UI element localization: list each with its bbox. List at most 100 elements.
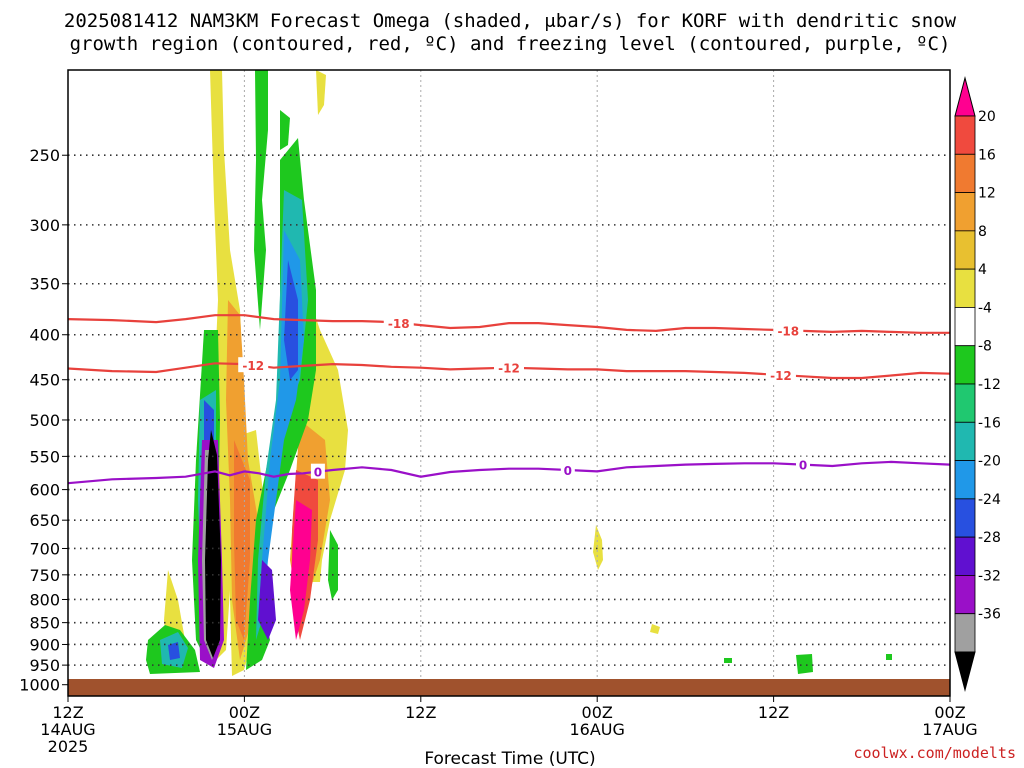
contour-label-bg — [310, 463, 325, 479]
colorbar-segment — [954, 498, 976, 538]
contour-label-bg — [494, 359, 524, 375]
colorbar-segment — [954, 307, 976, 347]
contour-line-0 — [67, 460, 951, 485]
contour-label--18: -18 — [777, 324, 799, 338]
title-line-1: 2025081412 NAM3KM Forecast Omega (shaded… — [64, 10, 957, 32]
colorbar-tick-label: -12 — [978, 377, 1001, 393]
colorbar-tick-label: -4 — [978, 300, 992, 316]
colorbar-top-arrow — [954, 76, 976, 117]
colorbar-segment — [954, 153, 976, 193]
x-tick-label: 12Z — [758, 703, 789, 722]
y-tick-label: 550 — [29, 447, 60, 466]
plot-frame — [67, 69, 951, 697]
x-tick-label: 17AUG — [922, 720, 977, 739]
colorbar-tick-label: 4 — [978, 262, 987, 278]
y-tick-label: 250 — [29, 146, 60, 165]
contour-label-0: 0 — [564, 464, 572, 478]
x-tick-label: 00Z — [934, 703, 965, 722]
contour-label-bg — [765, 367, 796, 383]
colorbar-segment — [954, 613, 976, 653]
credit-text: coolwx.com/modelts — [853, 744, 1016, 762]
contour-line--18 — [67, 314, 950, 334]
omega-ascent-green-7 — [796, 654, 813, 674]
y-tick-label: 700 — [29, 539, 60, 558]
contour-label-bg — [560, 462, 575, 478]
contour-label-bg — [383, 314, 414, 330]
colorbar-segment — [954, 575, 976, 615]
x-axis-label: Forecast Time (UTC) — [424, 749, 595, 768]
x-tick-label: 12Z — [405, 703, 436, 722]
y-tick-label: 500 — [29, 411, 60, 430]
contour-label-bg — [796, 456, 810, 472]
y-tick-label: 400 — [29, 326, 60, 345]
omega-plume-yellow-6 — [650, 624, 660, 634]
colorbar: 20 16 12 8 4 -4 -8 -12 -16 -20 -24 -28 -32 -36 — [954, 76, 1001, 692]
y-axis-ticks: 250 300 350 400 450 500 550 600 650 700 750 800 850 9… — [19, 146, 68, 695]
colorbar-segment — [954, 268, 976, 308]
contour-label--12: -12 — [770, 369, 792, 383]
y-tick-label: 900 — [29, 635, 60, 654]
y-tick-label: 800 — [29, 590, 60, 609]
colorbar-tick-label: -24 — [978, 492, 1001, 508]
colorbar-tick-label: -36 — [978, 607, 1001, 623]
colorbar-segment — [954, 460, 976, 500]
y-tick-label: 850 — [29, 614, 60, 633]
colorbar-tick-label: 20 — [978, 109, 996, 125]
plot-area: -18 -18 -12 -12 -12 0 0 0 — [67, 69, 951, 697]
colorbar-tick-label: -8 — [978, 339, 992, 355]
colorbar-bottom-arrow — [954, 651, 976, 692]
ground-bar — [68, 679, 950, 696]
omega-shading — [146, 70, 892, 676]
omega-plume-yellow-2 — [316, 70, 326, 115]
colorbar-tick-label: -32 — [978, 568, 1001, 584]
omega-core-orange-2 — [234, 440, 250, 640]
contour-lines: -18 -18 -12 -12 -12 0 0 0 — [67, 314, 951, 485]
contour-label--12: -12 — [242, 359, 264, 373]
contour-label-bg — [238, 357, 269, 373]
contour-label--18: -18 — [388, 317, 410, 331]
colorbar-segment — [954, 192, 976, 232]
y-tick-label: 750 — [29, 566, 60, 585]
x-tick-label: 00Z — [229, 703, 260, 722]
y-tick-label: 950 — [29, 656, 60, 675]
omega-plume-yellow-5 — [593, 525, 603, 570]
grid-lines — [68, 70, 950, 696]
omega-ascent-green-9 — [724, 658, 732, 663]
x-tick-label: 12Z — [52, 703, 83, 722]
colorbar-segment — [954, 536, 976, 576]
title-line-2: growth region (contoured, red, ºC) and f… — [70, 33, 951, 55]
colorbar-segment — [954, 115, 976, 155]
contour-label--12: -12 — [498, 362, 520, 376]
omega-core-magenta — [290, 500, 312, 640]
omega-ascent-green-8 — [886, 654, 892, 660]
x-tick-label: 14AUG — [40, 720, 95, 739]
x-tick-label: 15AUG — [217, 720, 272, 739]
colorbar-tick-label: 16 — [978, 147, 996, 163]
y-tick-label: 1000 — [19, 676, 60, 695]
omega-ascent-green-6 — [280, 110, 290, 150]
contour-label-bg — [773, 322, 804, 338]
x-tick-label: 16AUG — [569, 720, 624, 739]
omega-ascent-blue-4 — [168, 642, 180, 660]
y-tick-label: 450 — [29, 371, 60, 390]
colorbar-segment — [954, 230, 976, 270]
y-tick-label: 600 — [29, 481, 60, 500]
colorbar-tick-label: 8 — [978, 224, 987, 240]
y-tick-label: 350 — [29, 275, 60, 294]
omega-ascent-black — [205, 430, 221, 658]
colorbar-tick-label: 12 — [978, 186, 996, 202]
contour-label-0: 0 — [314, 466, 322, 480]
colorbar-tick-label: -16 — [978, 415, 1001, 431]
colorbar-segment — [954, 383, 976, 423]
omega-ascent-green-5 — [328, 530, 338, 600]
colorbar-tick-label: -20 — [978, 454, 1001, 470]
x-tick-label: 00Z — [582, 703, 613, 722]
contour-label-0: 0 — [799, 459, 807, 473]
colorbar-segment — [954, 421, 976, 461]
y-tick-label: 300 — [29, 216, 60, 235]
omega-ascent-green-1 — [254, 70, 268, 330]
colorbar-tick-label: -28 — [978, 530, 1001, 546]
x-tick-label: 2025 — [48, 737, 89, 756]
